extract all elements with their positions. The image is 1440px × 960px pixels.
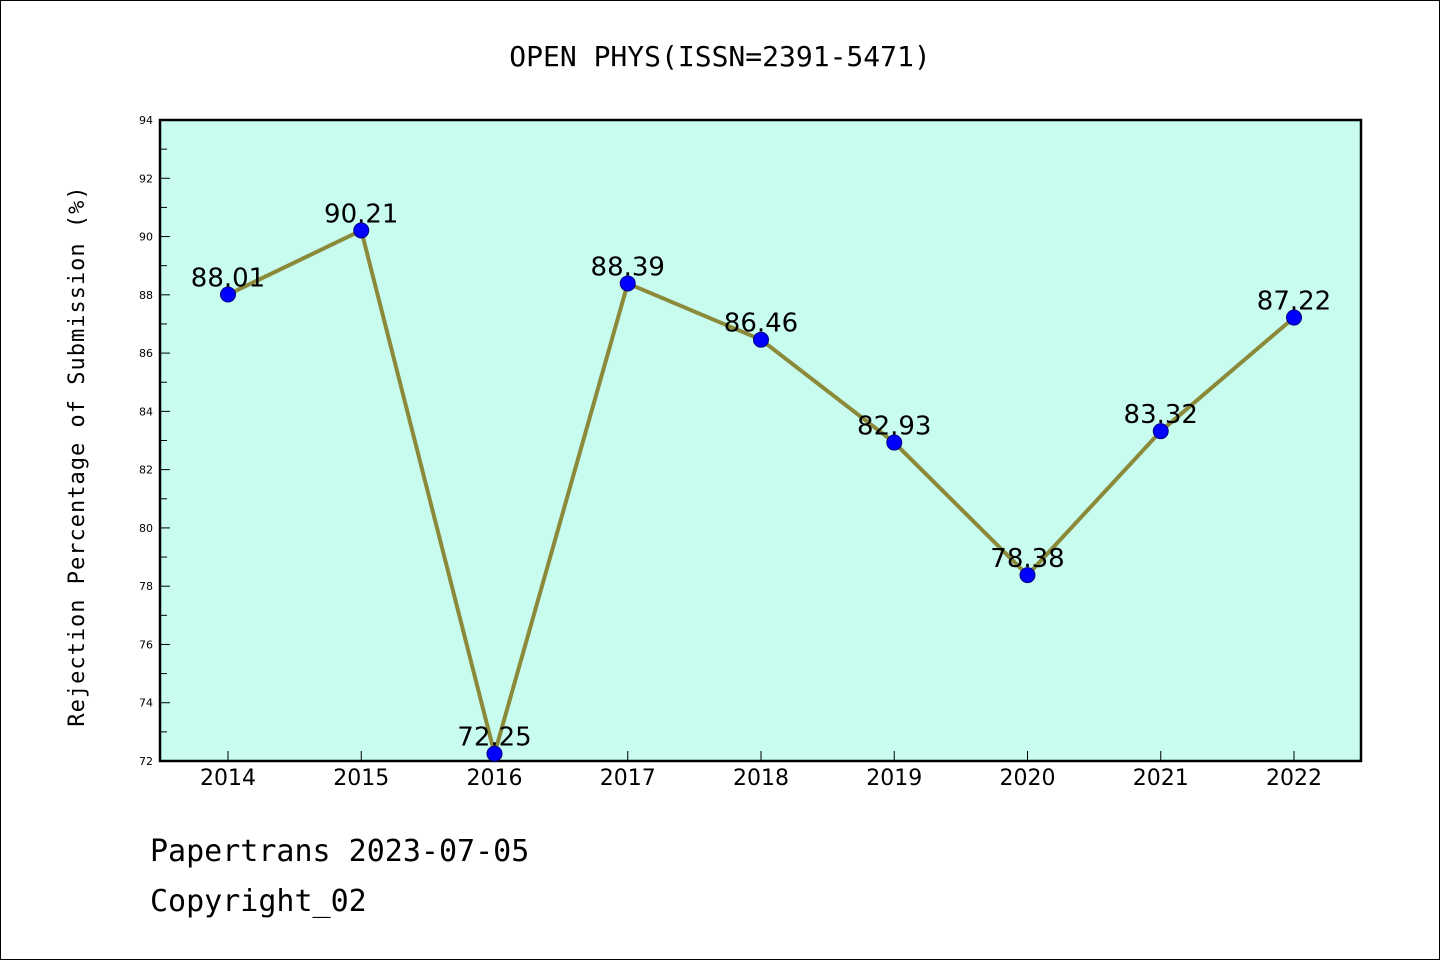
data-point	[1019, 567, 1036, 584]
y-tick-label: 86	[139, 347, 153, 360]
y-tick-label: 80	[139, 522, 153, 535]
y-tick-label: 94	[139, 114, 153, 127]
y-tick-label: 72	[139, 755, 153, 768]
y-tick-label: 76	[139, 638, 153, 651]
y-tick-label: 82	[139, 464, 153, 477]
x-tick-label: 2018	[733, 766, 789, 791]
data-point	[886, 434, 903, 451]
data-point	[486, 745, 503, 762]
x-tick-label: 2019	[866, 766, 922, 791]
data-label: 88.01	[191, 264, 265, 294]
x-axis: 2014 2015 2016 2017 2018 2019 2020 2021 2022	[200, 751, 1322, 791]
data-label: 88.39	[591, 252, 665, 282]
y-tick-label: 78	[139, 580, 153, 593]
data-label: 87.22	[1257, 287, 1331, 317]
x-tick-label: 2015	[333, 766, 389, 791]
series-layer: 88.01 90.21 72.25 88.39 86.46 82.93 78.38 83.32…	[191, 199, 1331, 762]
data-point	[353, 222, 370, 239]
data-label: 78.38	[990, 544, 1064, 574]
data-point	[753, 331, 769, 348]
y-tick-label: 74	[139, 697, 153, 710]
y-axis-label: Rejection Percentage of Submission (%)	[65, 185, 90, 726]
y-tick-label: 90	[139, 231, 153, 244]
data-point	[220, 286, 236, 303]
x-tick-label: 2017	[600, 766, 656, 791]
x-tick-label: 2020	[1000, 766, 1056, 791]
data-label: 72.25	[457, 723, 531, 753]
footer-date: Papertrans 2023-07-05	[150, 834, 530, 869]
y-axis: 72 74 76 78 80 82 84 86 88 90 92 94	[139, 114, 170, 768]
data-label: 90.21	[324, 199, 398, 229]
footer-copyright: Copyright_02	[150, 884, 367, 919]
x-tick-label: 2022	[1266, 766, 1322, 791]
data-point	[619, 275, 636, 292]
y-tick-label: 84	[139, 405, 153, 418]
x-tick-label: 2016	[467, 766, 523, 791]
data-label: 86.46	[724, 309, 798, 339]
chart-title: OPEN PHYS(ISSN=2391-5471)	[509, 40, 930, 73]
data-label: 82.93	[857, 412, 931, 442]
data-point	[1286, 309, 1302, 326]
data-point	[1152, 423, 1169, 440]
y-tick-label: 92	[139, 172, 153, 185]
y-tick-label: 88	[139, 289, 153, 302]
x-tick-label: 2021	[1133, 766, 1189, 791]
data-label: 83.32	[1124, 400, 1198, 430]
x-tick-label: 2014	[200, 766, 256, 791]
